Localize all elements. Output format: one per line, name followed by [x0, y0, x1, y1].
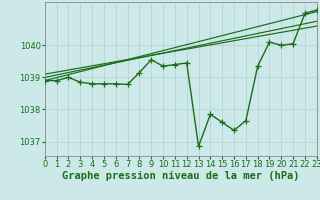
- X-axis label: Graphe pression niveau de la mer (hPa): Graphe pression niveau de la mer (hPa): [62, 171, 300, 181]
